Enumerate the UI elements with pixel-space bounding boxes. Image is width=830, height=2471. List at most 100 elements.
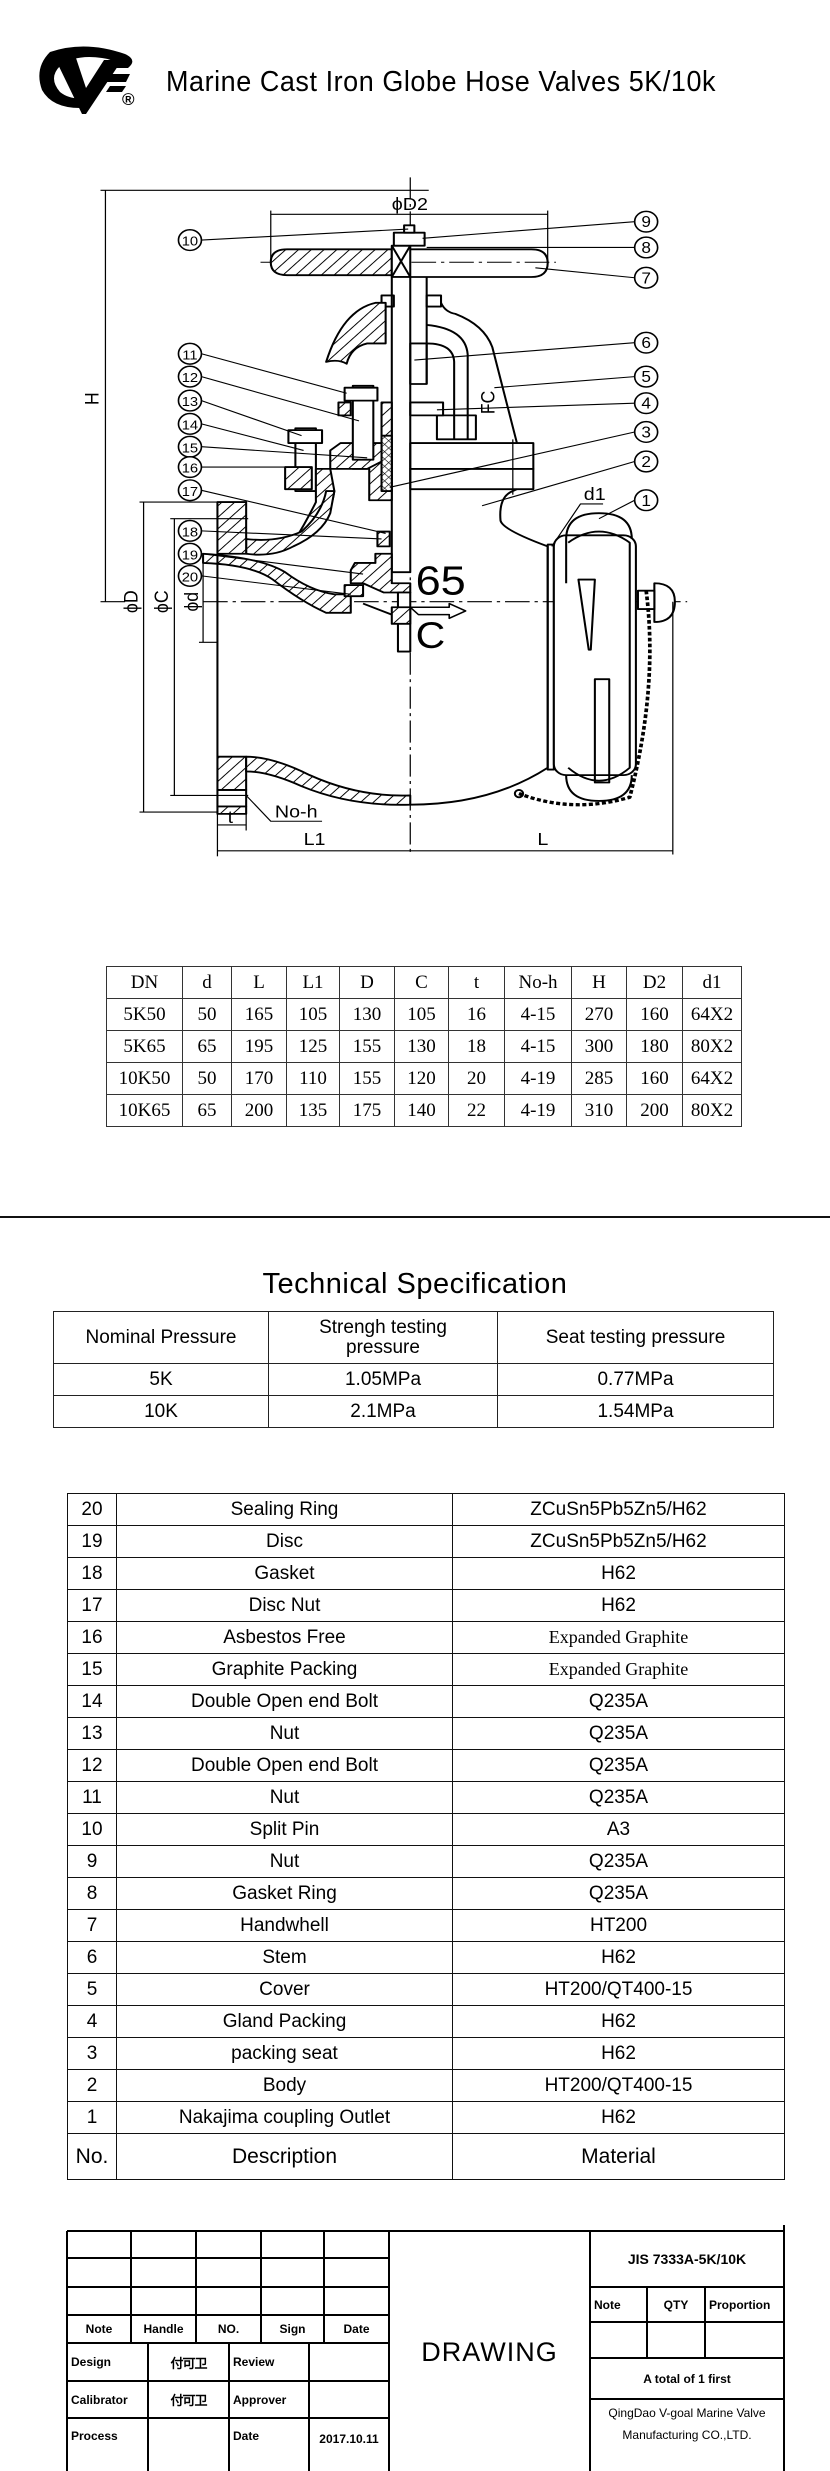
part-description: Gland Packing xyxy=(116,2005,453,2038)
callout-circle xyxy=(177,229,203,252)
callout-leader xyxy=(201,400,302,437)
callout-circle xyxy=(177,542,203,565)
part-material: Q235A xyxy=(452,1685,785,1718)
table-cell: 80X2 xyxy=(682,1094,742,1127)
callout-circle xyxy=(633,266,659,289)
callout-15: 15 xyxy=(177,435,368,459)
part-description: Sealing Ring xyxy=(116,1493,453,1526)
parts-row: 6 Stem H62 xyxy=(67,1941,785,1974)
table-cell: 5K50 xyxy=(106,998,183,1031)
label-no-h: No-h xyxy=(275,801,318,821)
part-material: ZCuSn5Pb5Zn5/H62 xyxy=(452,1525,785,1558)
callout-number: 10 xyxy=(182,233,199,248)
column-header: t xyxy=(448,966,505,999)
table-cell: 110 xyxy=(286,1062,340,1095)
part-description: Handwhell xyxy=(116,1909,453,1942)
parts-row: 20 Sealing Ring ZCuSn5Pb5Zn5/H62 xyxy=(67,1493,785,1526)
column-header: L xyxy=(231,966,287,999)
callout-number: 2 xyxy=(641,454,651,471)
callout-circle xyxy=(177,365,203,388)
table-cell: 0.77MPa xyxy=(497,1363,774,1396)
column-header: D xyxy=(339,966,395,999)
table-cell: 195 xyxy=(231,1030,287,1063)
qty-label: QTY xyxy=(663,2297,689,2312)
table-cell: 1.05MPa xyxy=(268,1363,498,1396)
callout-leader xyxy=(201,530,382,540)
callout-number: 6 xyxy=(641,335,651,352)
part-material: H62 xyxy=(452,1557,785,1590)
company-line-2: Manufacturing CO.,LTD. xyxy=(622,2428,752,2442)
table-cell: 170 xyxy=(231,1062,287,1095)
column-header: Strengh testing pressure xyxy=(268,1311,498,1364)
callout-number: 19 xyxy=(182,547,199,562)
column-header: No-h xyxy=(504,966,572,999)
callout-10: 10 xyxy=(177,228,409,252)
part-description: Gasket Ring xyxy=(116,1877,453,1910)
part-description: Body xyxy=(116,2069,453,2102)
table-cell: 130 xyxy=(339,998,395,1031)
part-description: Disc xyxy=(116,1525,453,1558)
header-material: Material xyxy=(452,2133,785,2180)
callout-circle xyxy=(177,479,203,502)
header-description: Description xyxy=(116,2133,453,2180)
spec-title: Technical Specification xyxy=(262,1268,568,1300)
design-signature: 付可卫 xyxy=(170,2356,207,2372)
valve-drawing: ϕD2 H ϕD ϕC ϕd FC 65 C No-h t L1 L d1 12… xyxy=(81,177,688,857)
callout-number: 14 xyxy=(182,417,199,432)
callout-leader xyxy=(201,423,304,451)
table-cell: 160 xyxy=(626,1062,683,1095)
table-cell: 16 xyxy=(448,998,505,1031)
table-cell: 2.1MPa xyxy=(268,1395,498,1428)
table-cell: 285 xyxy=(571,1062,627,1095)
calibrator-label: Calibrator xyxy=(71,2392,128,2407)
table-cell: 20 xyxy=(448,1062,505,1095)
drawing-label: DRAWING xyxy=(421,2337,558,2367)
callout-number: 9 xyxy=(641,214,651,231)
part-number: 15 xyxy=(67,1653,117,1686)
table-cell: 65 xyxy=(182,1030,232,1063)
callout-circle xyxy=(177,412,203,435)
part-material: H62 xyxy=(452,1941,785,1974)
table-cell: 22 xyxy=(448,1094,505,1127)
callout-number: 20 xyxy=(182,569,199,584)
dimension-labels: ϕD2 H ϕD ϕC ϕd FC 65 C No-h t L1 L d1 xyxy=(81,194,606,849)
parts-row: 16 Asbestos Free Expanded Graphite xyxy=(67,1621,785,1654)
table-cell: 5K xyxy=(53,1363,269,1396)
part-number: 1 xyxy=(67,2101,117,2134)
parts-row: 2 Body HT200/QT400-15 xyxy=(67,2069,785,2102)
callout-leader xyxy=(201,553,364,575)
callout-5: 5 xyxy=(494,365,659,389)
part-number: 3 xyxy=(67,2037,117,2070)
table-cell: 120 xyxy=(394,1062,449,1095)
date-value: 2017.10.11 xyxy=(319,2432,379,2446)
callout-13: 13 xyxy=(177,389,302,437)
label-c: ϕC xyxy=(150,590,172,613)
technical-spec-table: Nominal Pressure Strengh testing pressure… xyxy=(53,1311,774,1428)
column-header: DN xyxy=(106,966,183,999)
part-number: 16 xyxy=(67,1621,117,1654)
parts-row: 12 Double Open end Bolt Q235A xyxy=(67,1749,785,1782)
part-number: 4 xyxy=(67,2005,117,2038)
table-row: 5K 1.05MPa 0.77MPa xyxy=(53,1363,774,1396)
table-cell: 175 xyxy=(339,1094,395,1127)
callout-leader xyxy=(414,342,635,361)
part-description: Split Pin xyxy=(116,1813,453,1846)
standard-code: JIS 7333A-5K/10K xyxy=(627,2251,747,2267)
callout-12: 12 xyxy=(177,365,360,422)
process-label: Process xyxy=(71,2429,118,2443)
callout-leader xyxy=(436,402,635,411)
table-cell: 105 xyxy=(286,998,340,1031)
column-header: D2 xyxy=(626,966,683,999)
part-number: 9 xyxy=(67,1845,117,1878)
table-cell: 200 xyxy=(626,1094,683,1127)
parts-row: 13 Nut Q235A xyxy=(67,1717,785,1750)
callout-number: 11 xyxy=(182,347,198,362)
part-material: HT200 xyxy=(452,1909,785,1942)
callout-16: 16 xyxy=(177,455,288,479)
callout-circle xyxy=(177,342,203,365)
revision-header-sign: Sign xyxy=(279,2322,306,2336)
callout-leader xyxy=(389,431,635,488)
label-t: t xyxy=(228,807,234,827)
